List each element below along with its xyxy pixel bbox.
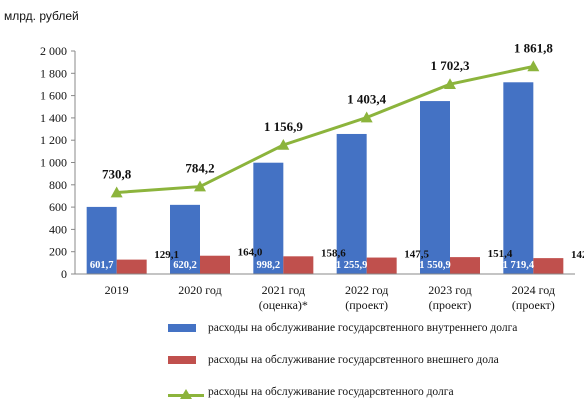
bar-external [200, 255, 230, 274]
data-label-domestic: 1 550,9 [419, 260, 451, 271]
bar-external [116, 259, 147, 274]
line-total-marker [277, 139, 290, 150]
x-tick-label: 2021 год [262, 283, 305, 297]
bar-domestic [253, 162, 284, 274]
y-axis-label: млрд. рублей [4, 9, 79, 23]
x-tick-label: 2023 год [428, 283, 471, 297]
line-total-marker [194, 180, 206, 192]
data-label-total: 1 403,4 [347, 92, 387, 107]
y-tick-label: 1 400 [40, 111, 67, 125]
bar-external [450, 257, 480, 274]
line-total-marker [444, 78, 456, 89]
bar-domestic [336, 133, 367, 274]
legend-item-domestic: расходы на обслуживание государсвтенного… [168, 322, 578, 346]
x-tick-label: (оценка)* [259, 298, 308, 312]
x-tick-label: 2022 год [345, 283, 388, 297]
data-label-external: 158,6 [321, 247, 346, 259]
legend-swatch-external [168, 356, 196, 364]
data-label-domestic: 1 719,4 [503, 260, 535, 271]
line-total-marker [527, 60, 540, 72]
legend-label-external: расходы на обслуживание государсвтенного… [208, 354, 499, 366]
data-label-external: 164,0 [238, 247, 263, 259]
data-label-external: 151,4 [488, 248, 513, 260]
legend-marker-total [180, 389, 192, 399]
data-label-total: 1 156,9 [264, 119, 304, 134]
x-tick-label: 2024 год [512, 283, 555, 297]
data-label-external: 129,1 [154, 249, 179, 261]
data-label-total: 1 861,8 [514, 40, 554, 55]
x-tick-label: 2019 [105, 283, 129, 297]
y-tick-label: 0 [61, 267, 67, 281]
data-label-total: 1 702,3 [431, 58, 471, 73]
bar-domestic [170, 204, 200, 274]
y-tick-label: 400 [49, 222, 67, 236]
legend-item-total: расходы на обслуживание государсвтенного… [168, 386, 578, 410]
y-tick-label: 1 600 [40, 89, 67, 103]
y-tick-label: 2 000 [40, 44, 67, 58]
data-label-total: 784,2 [185, 161, 214, 176]
y-tick-label: 1 800 [40, 66, 67, 80]
legend-label-total: расходы на обслуживание государсвтенного… [208, 386, 454, 398]
legend-item-external: расходы на обслуживание государсвтенного… [168, 354, 578, 378]
data-label-domestic: 601,7 [90, 260, 114, 271]
bar-domestic [503, 82, 534, 275]
x-tick-label: (проект) [345, 298, 388, 312]
bar-external [366, 257, 397, 274]
data-label-external: 142,4 [571, 249, 584, 261]
bar-external [533, 258, 564, 274]
data-label-domestic: 998,2 [257, 260, 281, 271]
bar-domestic [420, 101, 450, 275]
line-total-marker [110, 186, 123, 198]
y-tick-label: 600 [49, 200, 67, 214]
y-tick-label: 800 [49, 178, 67, 192]
y-tick-label: 200 [49, 245, 67, 259]
line-total-marker [360, 111, 373, 123]
data-label-external: 147,5 [404, 249, 429, 261]
y-tick-label: 1 200 [40, 133, 67, 147]
data-label-total: 730,8 [102, 167, 132, 182]
bar-external [283, 256, 314, 274]
data-label-domestic: 620,2 [173, 260, 197, 271]
data-label-domestic: 1 255,9 [336, 260, 368, 271]
line-total [116, 64, 534, 195]
chart-legend: расходы на обслуживание государсвтенного… [168, 322, 578, 418]
x-tick-label: 2020 год [178, 283, 221, 297]
x-tick-label: (проект) [512, 298, 555, 312]
legend-label-domestic: расходы на обслуживание государсвтенного… [208, 322, 518, 334]
x-tick-label: (проект) [429, 298, 472, 312]
bar-domestic [86, 206, 117, 274]
y-tick-label: 1 000 [40, 156, 67, 170]
legend-swatch-domestic [168, 324, 196, 332]
